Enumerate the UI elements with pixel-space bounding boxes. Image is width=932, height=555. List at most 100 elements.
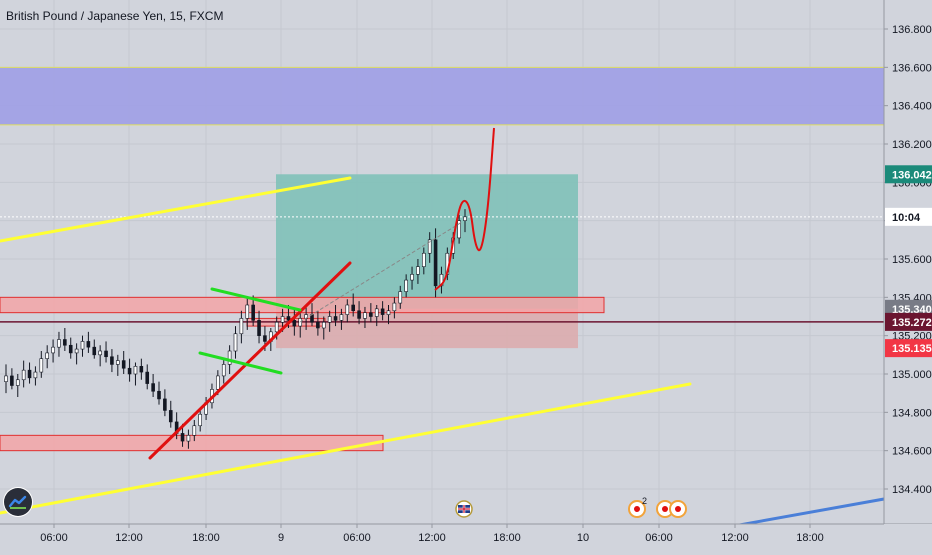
candle-body	[216, 375, 220, 390]
price-tick-label: 135.000	[892, 369, 932, 381]
candle-body	[221, 364, 226, 377]
candle-body	[392, 302, 397, 312]
candle-body	[57, 339, 61, 348]
candle-body	[163, 398, 167, 411]
candle-body	[257, 320, 261, 336]
candle-body	[63, 339, 67, 346]
candle-body	[374, 308, 379, 317]
candle-body	[457, 220, 461, 239]
candle-body	[333, 316, 338, 321]
candle-body	[345, 304, 350, 315]
price-badge-label: 10:04	[892, 212, 921, 224]
candle-body	[245, 304, 250, 319]
time-tick-label: 10	[577, 532, 589, 544]
candle-body	[321, 321, 326, 329]
candle-body	[139, 366, 144, 373]
trend-line[interactable]	[198, 351, 283, 375]
candle-body	[151, 383, 155, 392]
candle-body	[427, 239, 432, 254]
candle-body	[15, 379, 20, 386]
price-badge	[885, 312, 932, 331]
time-tick-label: 06:00	[343, 532, 371, 544]
price-tick-label: 135.600	[892, 254, 932, 266]
candle-body	[286, 316, 291, 321]
position-profit[interactable]	[276, 174, 578, 309]
trend-line[interactable]	[0, 382, 692, 515]
position-stop[interactable]	[276, 308, 578, 349]
candle-body	[33, 371, 38, 379]
candle-body	[198, 413, 202, 427]
time-tick-label: 18:00	[796, 532, 824, 544]
candle-body	[133, 366, 138, 375]
tradingview-logo-icon	[7, 491, 29, 513]
price-axis[interactable]	[884, 0, 932, 524]
time-tick-label: 12:00	[115, 532, 143, 544]
candle-body	[404, 279, 408, 292]
time-tick-label: 18:00	[192, 532, 220, 544]
price-badge	[885, 339, 932, 358]
axis-corner	[884, 524, 932, 550]
price-badge	[885, 165, 932, 184]
candle-body	[251, 304, 255, 321]
candle-body	[422, 252, 426, 267]
price-tick-label: 134.600	[892, 446, 932, 458]
candle-body	[10, 375, 14, 386]
candle-body	[369, 312, 373, 317]
candle-body	[121, 360, 126, 369]
time-tick-label: 06:00	[645, 532, 673, 544]
projection-curve[interactable]	[434, 127, 495, 291]
time-axis[interactable]	[0, 524, 932, 550]
trend-line[interactable]	[210, 287, 302, 312]
candle-body	[116, 360, 120, 365]
economic-event-dot	[634, 506, 640, 512]
time-tick-label: 12:00	[721, 532, 749, 544]
candle-body	[51, 346, 55, 354]
trend-line[interactable]	[299, 221, 463, 323]
time-tick-label: 12:00	[418, 532, 446, 544]
candle-body	[380, 308, 385, 315]
supply-zone[interactable]	[0, 67, 884, 125]
economic-event-dot	[675, 506, 681, 512]
candle-body	[192, 425, 197, 436]
candle-body	[68, 344, 73, 354]
price-tick-label: 134.400	[892, 484, 932, 496]
candle-body	[327, 316, 332, 323]
price-tick-label: 136.600	[892, 62, 932, 74]
candle-body	[363, 312, 367, 319]
resistance-box-1[interactable]	[0, 296, 605, 314]
time-tick-label: 9	[278, 532, 284, 544]
candle-body	[86, 341, 91, 348]
price-badge-label: 135.135	[892, 343, 932, 355]
candle-body	[416, 266, 420, 275]
chart-title: British Pound / Japanese Yen, 15, FXCM	[6, 9, 224, 23]
candle-body	[398, 291, 403, 304]
price-badge	[885, 207, 932, 226]
price-tick-label: 136.800	[892, 24, 932, 36]
candle-body	[274, 321, 279, 333]
tradingview-logo[interactable]	[4, 488, 32, 516]
trend-line[interactable]	[148, 261, 352, 460]
trend-line[interactable]	[0, 176, 352, 243]
time-tick-label: 06:00	[40, 532, 68, 544]
candle-body	[292, 320, 297, 327]
price-tick-label: 136.200	[892, 139, 932, 151]
candle-body	[27, 369, 32, 379]
candle-body	[92, 346, 97, 356]
economic-event-count: 2	[642, 496, 647, 506]
candle-body	[351, 304, 355, 312]
candle-body	[239, 318, 244, 335]
candle-body	[145, 371, 150, 384]
support-box[interactable]	[0, 434, 384, 452]
candle-body	[339, 314, 344, 321]
candle-body	[280, 316, 285, 323]
candle-body	[168, 410, 173, 423]
candle-body	[80, 341, 85, 350]
candle-body	[263, 335, 267, 342]
candle-body	[98, 350, 102, 356]
candle-body	[110, 356, 114, 365]
candle-body	[186, 435, 191, 442]
candle-body	[45, 352, 49, 359]
price-badge-label: 135.340	[892, 304, 932, 316]
